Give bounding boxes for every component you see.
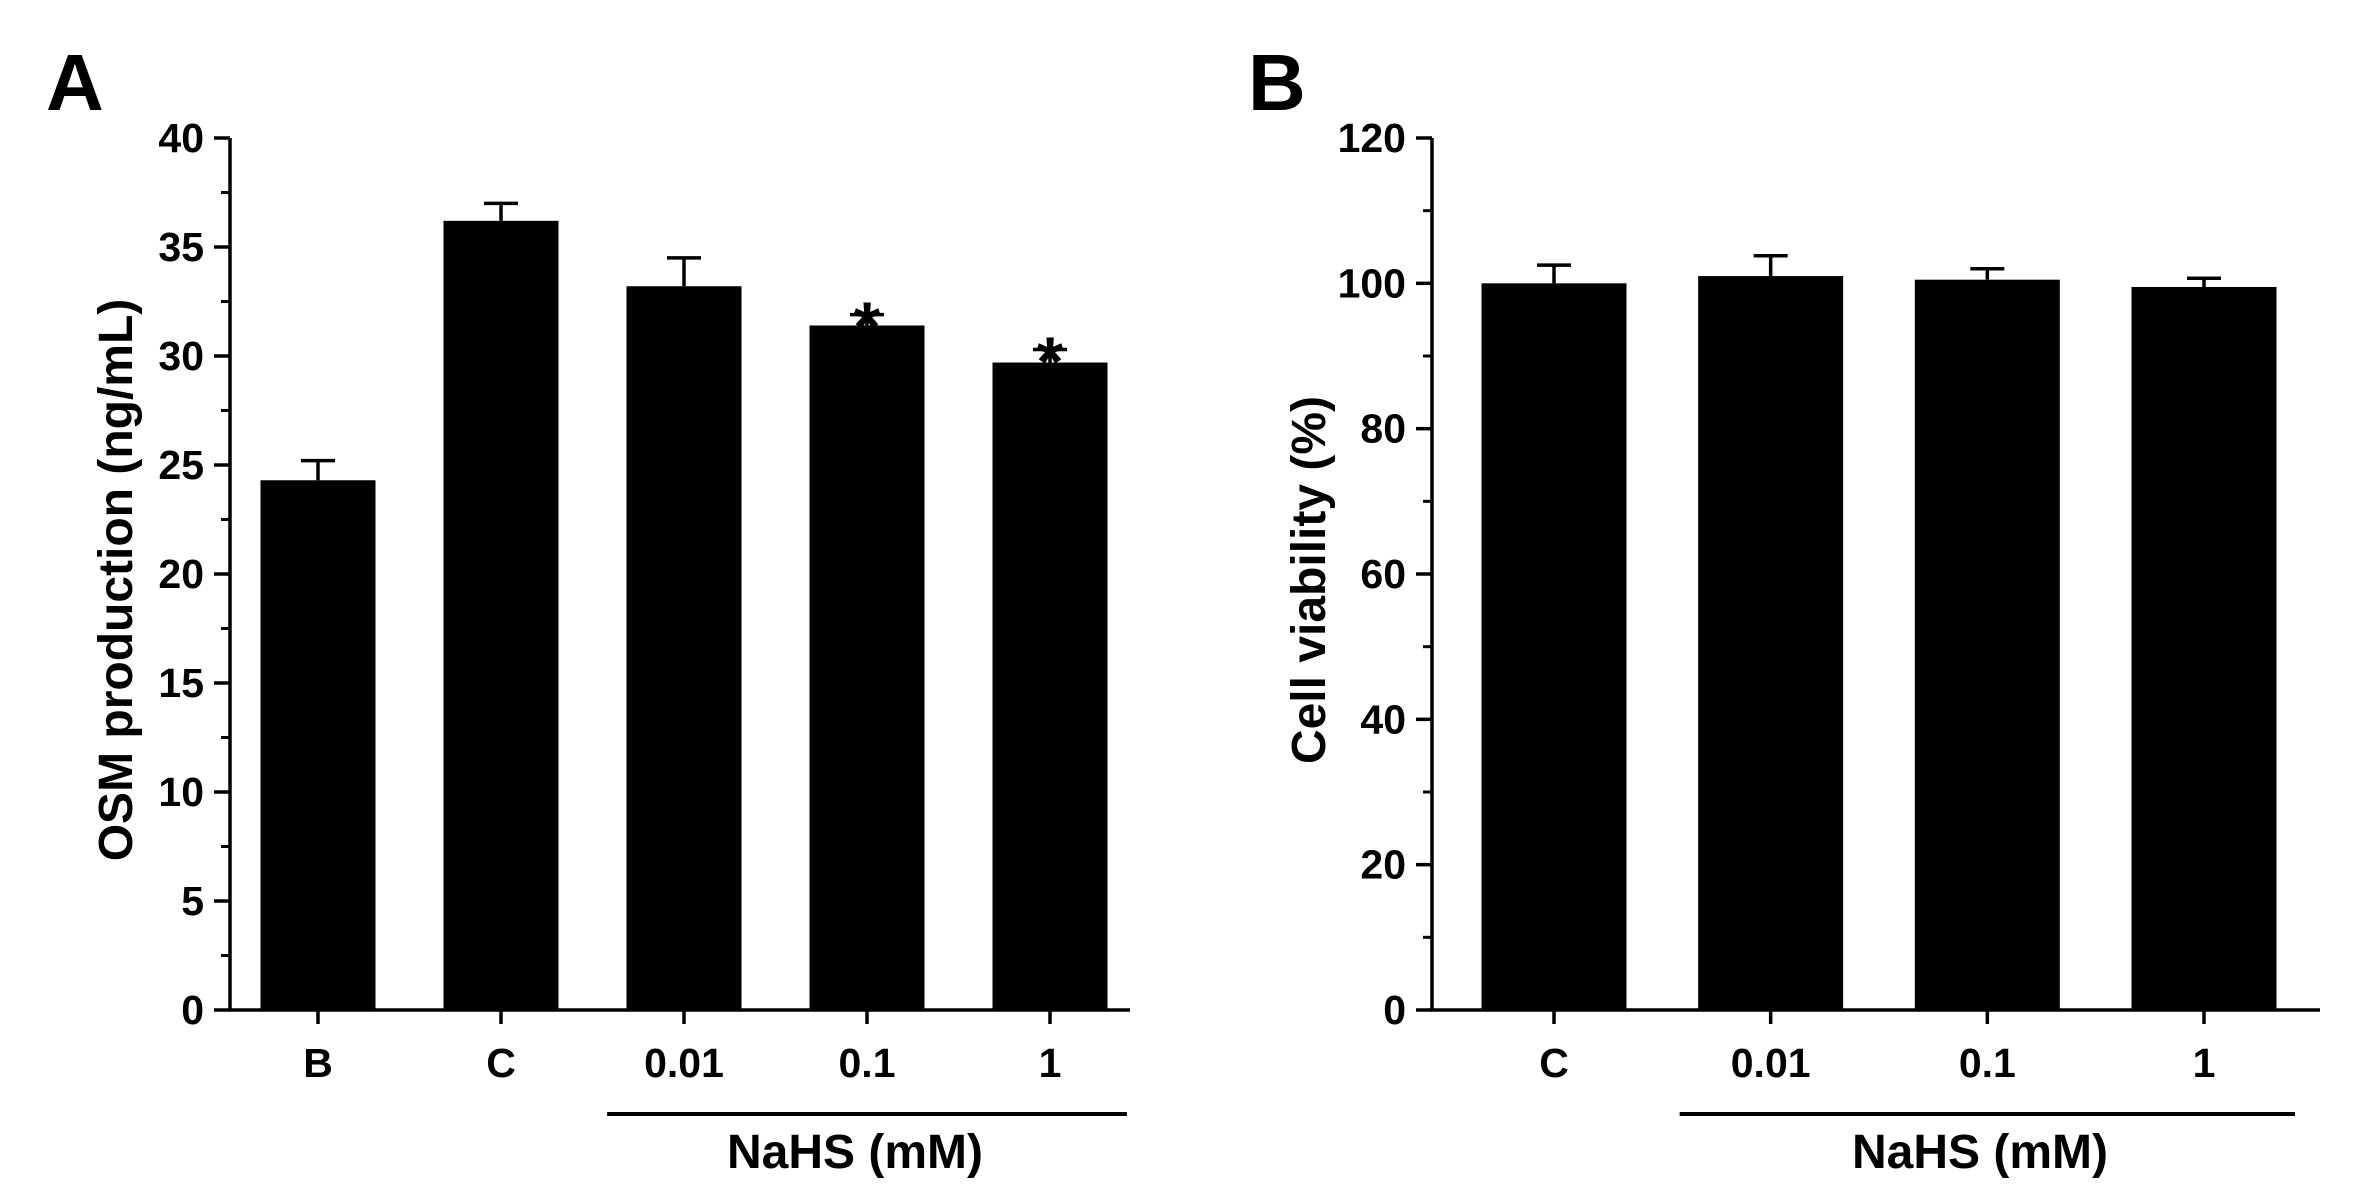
x-tick-label: 1 [1039,1040,1062,1086]
x-tick-label: C [1539,1040,1569,1086]
y-tick-label: 15 [158,660,204,706]
bar [992,362,1108,1010]
bar [1698,276,1844,1011]
y-tick-label: 60 [1360,551,1406,597]
y-tick-label: 40 [1360,696,1406,742]
x-tick-label: 0.1 [839,1040,896,1086]
x-tick-label: C [486,1040,516,1086]
bar [443,220,559,1011]
significance-marker: * [1036,322,1064,400]
y-tick-label: 0 [1383,987,1406,1033]
bar [1481,283,1627,1010]
y-tick-label: 25 [158,442,204,488]
bar [626,286,742,1010]
x-tick-label: B [303,1040,333,1086]
bar [809,325,925,1011]
y-tick-label: 20 [158,551,204,597]
y-tick-label: 0 [181,987,204,1033]
x-tick-label: 0.01 [644,1040,724,1086]
y-tick-label: 5 [181,878,204,924]
y-tick-label: 35 [158,224,204,270]
y-tick-label: 100 [1338,260,1406,306]
panel-a-chart: A OSM production (ng/mL) NaHS (mM) 0 5 10 1… [46,38,1130,1179]
y-axis-title: Cell viability (%) [1283,396,1336,764]
significance-marker: * [853,288,881,366]
bar [1914,279,2060,1010]
panel-label-a: A [46,38,104,127]
y-tick-label: 120 [1338,115,1406,161]
y-axis-title: OSM production (ng/mL) [90,299,143,862]
x-tick-label: 1 [2193,1040,2216,1086]
bar [260,480,376,1010]
bar [2131,286,2277,1010]
x-group-label: NaHS (mM) [1852,1126,2108,1179]
panel-b-chart: B Cell viability (%) NaHS (mM) 0 20 40 60 80… [1248,38,2320,1179]
y-tick-label: 40 [158,115,204,161]
x-tick-label: 0.01 [1731,1040,1811,1086]
y-tick-label: 80 [1360,406,1406,452]
x-group-label: NaHS (mM) [727,1126,983,1179]
panel-label-b: B [1248,38,1306,127]
y-tick-label: 10 [158,769,204,815]
y-tick-label: 30 [158,333,204,379]
x-tick-label: 0.1 [1959,1040,2016,1086]
y-tick-label: 20 [1360,842,1406,888]
